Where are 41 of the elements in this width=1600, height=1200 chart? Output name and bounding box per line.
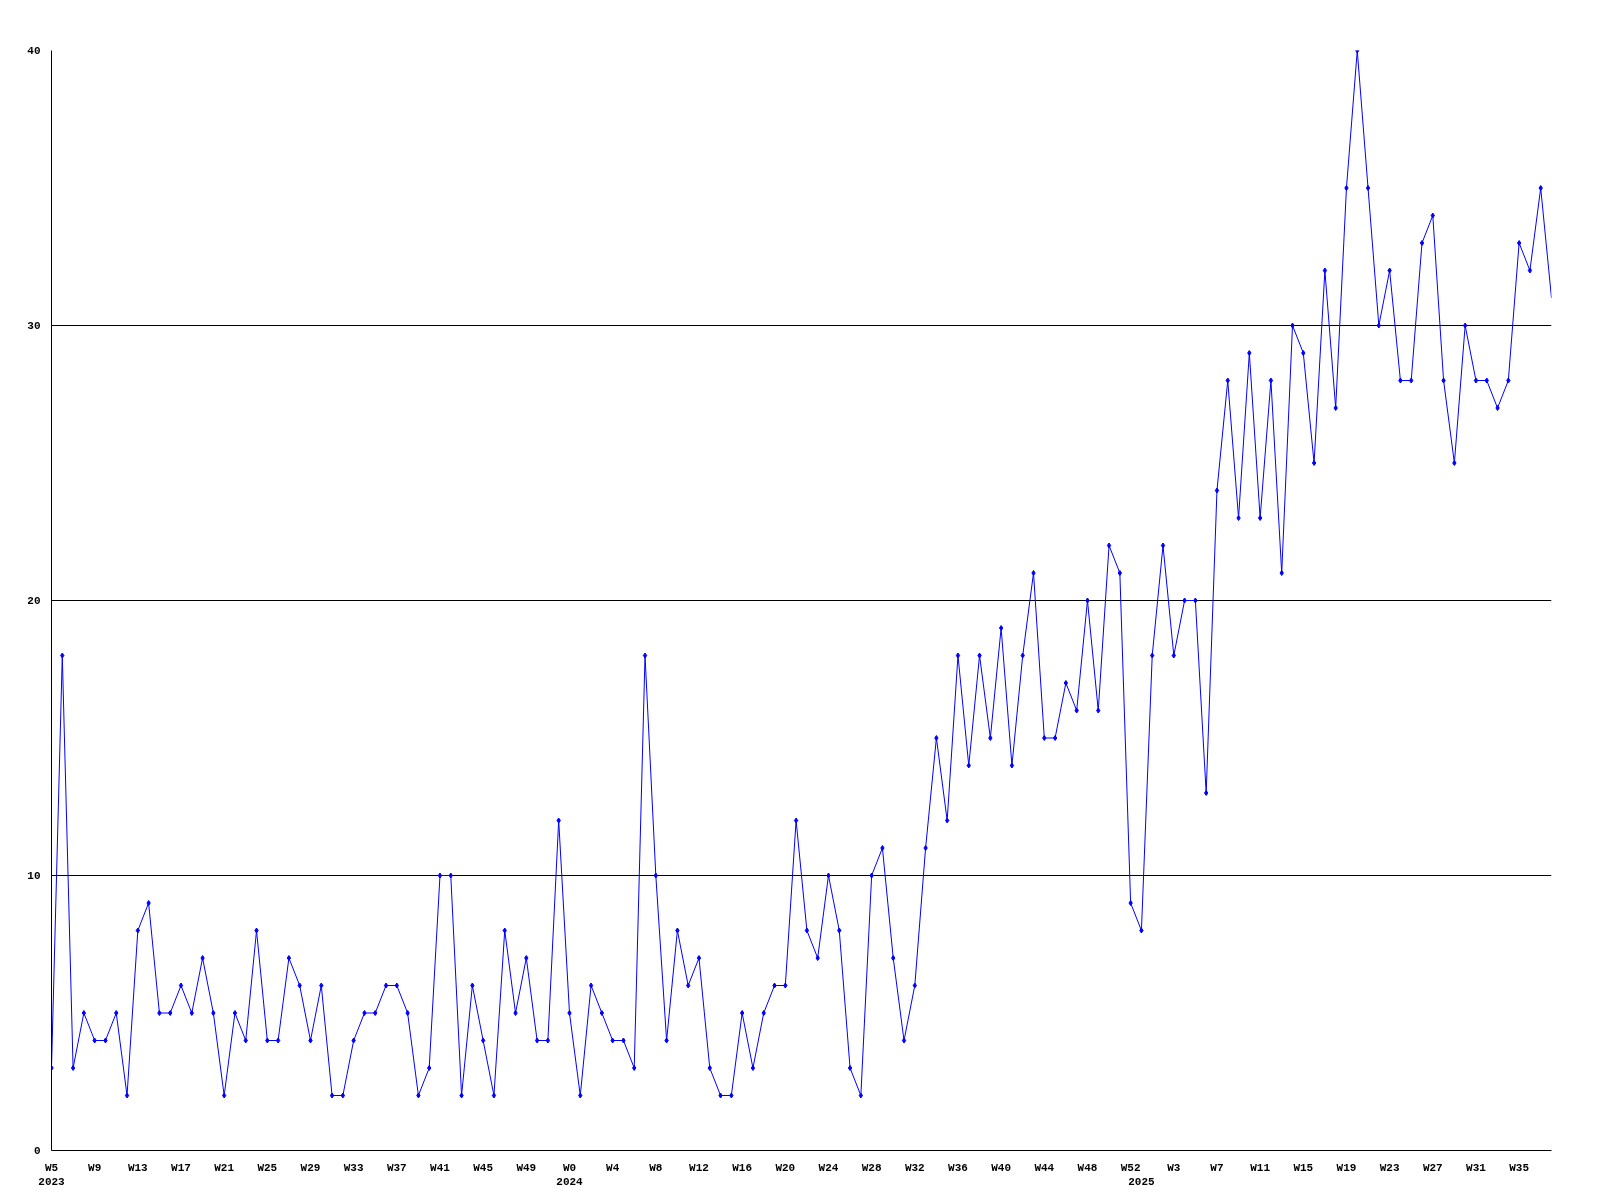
y-tick-label: 0 (33, 1145, 41, 1157)
x-tick-label: W9 (88, 1161, 102, 1174)
x-tick-label: W13 (127, 1161, 149, 1174)
x-tick-label: W3 (1167, 1161, 1181, 1174)
x-tick-label: W0 2024 (556, 1161, 584, 1188)
x-tick-label: W4 (606, 1161, 620, 1174)
x-tick-label: W21 (214, 1161, 235, 1174)
x-tick-label: W12 (689, 1161, 709, 1174)
x-tick-label: W36 (948, 1161, 968, 1174)
y-tick-label: 40 (27, 45, 41, 57)
x-tick-label: W32 (904, 1161, 925, 1174)
x-tick-label: 2025 (1128, 1175, 1156, 1188)
x-tick-label: W17 (171, 1161, 191, 1174)
x-tick-label: W19 (1336, 1161, 1357, 1174)
x-tick-label: W29 (300, 1161, 321, 1174)
x-tick-label: W44 (1034, 1161, 1055, 1174)
x-tick-label: W24 (818, 1161, 839, 1174)
x-tick-label: W31 (1466, 1161, 1487, 1174)
x-tick-label: W25 (257, 1161, 278, 1174)
x-tick-label: W16 (732, 1161, 753, 1174)
x-tick-label: W48 (1077, 1161, 1098, 1174)
x-tick-label: W20 (775, 1161, 796, 1174)
x-tick-label: W52 (1120, 1161, 1141, 1174)
x-tick-label: W7 (1210, 1161, 1224, 1174)
y-tick-label: 10 (27, 870, 41, 882)
x-tick-label: W28 (861, 1161, 882, 1174)
x-tick-label: W45 (473, 1161, 494, 1174)
x-tick-label: W23 (1379, 1161, 1400, 1174)
x-tick-label: W15 (1293, 1161, 1314, 1174)
x-tick-label: W5 2023 (38, 1161, 66, 1188)
x-tick-label: W41 (430, 1161, 451, 1174)
x-tick-label: W37 (386, 1161, 407, 1174)
x-tick-label: W33 (343, 1161, 364, 1174)
y-tick-label: 20 (27, 595, 41, 607)
x-tick-label: W40 (991, 1161, 1012, 1174)
x-tick-label: W11 (1250, 1161, 1271, 1174)
x-tick-label: W27 (1422, 1161, 1443, 1174)
x-tick-label: W49 (516, 1161, 537, 1174)
y-tick-label: 30 (27, 320, 41, 332)
x-tick-label: W35 (1509, 1161, 1530, 1174)
x-tick-label: W8 (649, 1161, 663, 1174)
